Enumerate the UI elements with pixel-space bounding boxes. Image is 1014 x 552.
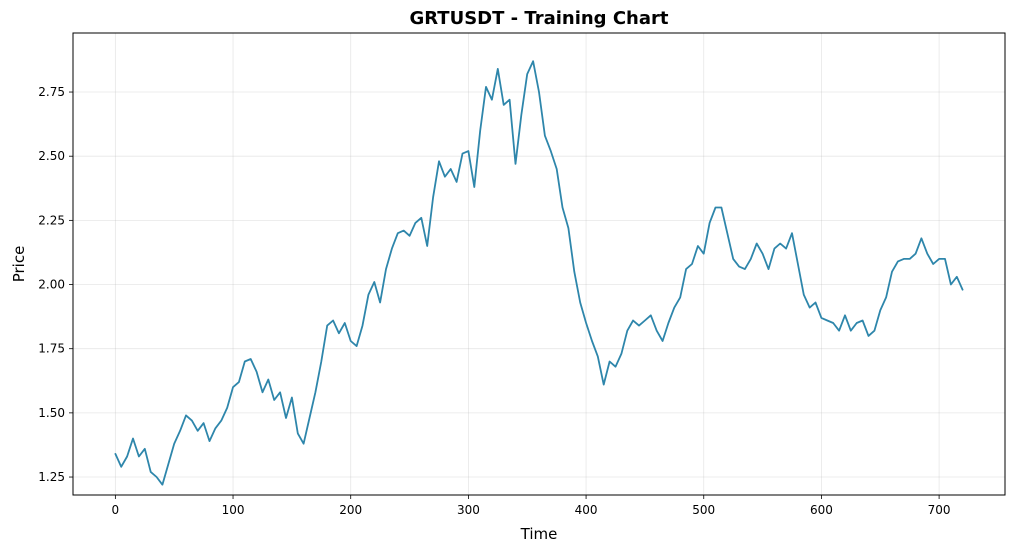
y-tick-label: 2.50 <box>38 149 65 163</box>
x-tick-label: 500 <box>692 503 715 517</box>
chart-title: GRTUSDT - Training Chart <box>409 8 668 29</box>
y-axis-label: Price <box>10 246 28 283</box>
x-tick-label: 200 <box>339 503 362 517</box>
y-axis: 1.25 1.50 1.75 2.00 2.25 2.50 2.75 <box>38 85 73 484</box>
x-tick-label: 100 <box>222 503 245 517</box>
x-axis: 0 100 200 300 400 500 600 700 <box>112 495 951 517</box>
x-tick-label: 0 <box>112 503 120 517</box>
y-tick-label: 2.25 <box>38 213 65 227</box>
x-tick-label: 700 <box>928 503 951 517</box>
x-tick-label: 400 <box>575 503 598 517</box>
price-series-line <box>114 60 964 486</box>
y-tick-label: 1.75 <box>38 342 65 356</box>
grid <box>73 33 1005 495</box>
x-tick-label: 300 <box>457 503 480 517</box>
x-axis-label: Time <box>520 525 558 543</box>
y-tick-label: 1.25 <box>38 470 65 484</box>
series-layer <box>114 60 964 486</box>
x-tick-label: 600 <box>810 503 833 517</box>
y-tick-label: 2.00 <box>38 278 65 292</box>
y-tick-label: 1.50 <box>38 406 65 420</box>
plot-area-frame <box>72 32 1006 496</box>
y-tick-label: 2.75 <box>38 85 65 99</box>
